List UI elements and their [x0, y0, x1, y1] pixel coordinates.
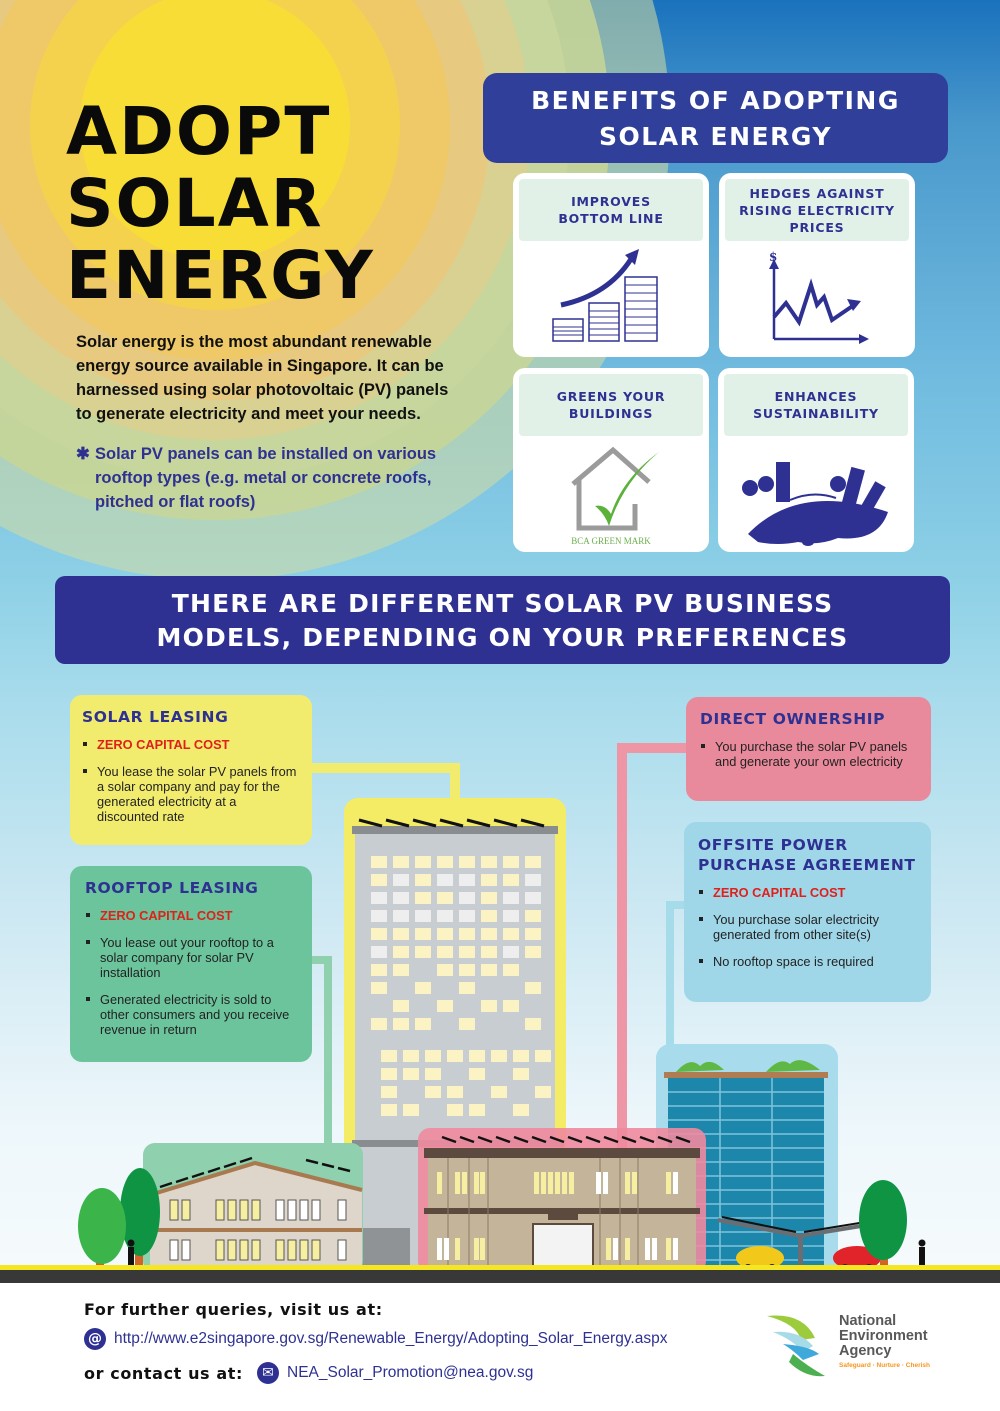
footer — [0, 1283, 1000, 1411]
agency-name: National Environment Agency — [839, 1314, 928, 1359]
agency-name-line: Environment — [839, 1328, 928, 1344]
list-item: You purchase the solar PV panels and gen… — [700, 739, 917, 769]
direct-ownership-points: You purchase the solar PV panels and gen… — [700, 739, 917, 769]
rooftop-leasing-title: ROOFTOP LEASING — [85, 879, 259, 897]
contact-label: or contact us at: — [84, 1363, 243, 1383]
offsite-ppa-title: OFFSITE POWER PURCHASE AGREEMENT — [698, 835, 917, 875]
benefit-card-sustainability: ENHANCES SUSTAINABILITY — [718, 368, 914, 552]
zero-capital-cost: ZERO CAPITAL COST — [82, 737, 300, 752]
models-heading-line: THERE ARE DIFFERENT SOLAR PV BUSINESS — [171, 589, 834, 618]
asterisk-icon: ✱ — [76, 445, 90, 463]
list-item: You lease the solar PV panels from a sol… — [82, 764, 300, 824]
email-row: or contact us at: ✉ NEA_Solar_Promotion@… — [84, 1362, 533, 1384]
list-item: You lease out your rooftop to a solar co… — [85, 935, 297, 980]
zero-capital-cost: ZERO CAPITAL COST — [85, 908, 297, 923]
benefit-label: GREENS YOUR BUILDINGS — [519, 374, 703, 436]
title-line: ENERGY — [66, 237, 375, 314]
solar-leasing-box: SOLAR LEASING ZERO CAPITAL COST You leas… — [70, 695, 312, 845]
zero-capital-cost: ZERO CAPITAL COST — [698, 885, 917, 900]
list-item: You purchase solar electricity generated… — [698, 912, 917, 942]
rooftop-leasing-points: ZERO CAPITAL COST You lease out your roo… — [85, 908, 297, 1037]
poster: ADOPT SOLAR ENERGY Solar energy is the m… — [0, 0, 1000, 1283]
nea-swirl-icon — [767, 1315, 825, 1377]
offsite-ppa-box: OFFSITE POWER PURCHASE AGREEMENT ZERO CA… — [684, 822, 931, 1002]
svg-text:BCA GREEN MARK: BCA GREEN MARK — [571, 536, 651, 546]
benefits-heading: BENEFITS OF ADOPTING SOLAR ENERGY — [483, 73, 948, 163]
direct-ownership-box: DIRECT OWNERSHIP You purchase the solar … — [686, 697, 931, 801]
benefit-label: HEDGES AGAINST RISING ELECTRICITY PRICES — [725, 179, 909, 241]
business-models-heading: THERE ARE DIFFERENT SOLAR PV BUSINESS MO… — [55, 576, 950, 664]
page-title: ADOPT SOLAR ENERGY — [66, 96, 375, 312]
list-item: No rooftop space is required — [698, 954, 917, 969]
benefit-card-bottom-line: IMPROVES BOTTOM LINE — [513, 173, 709, 357]
models-heading-line: MODELS, DEPENDING ON YOUR PREFERENCES — [156, 623, 849, 652]
list-item: Generated electricity is sold to other c… — [85, 992, 297, 1037]
offsite-ppa-title-line: OFFSITE POWER — [698, 836, 848, 854]
benefits-heading-line: BENEFITS OF ADOPTING — [531, 86, 900, 115]
green-city-globe-icon — [742, 462, 888, 546]
price-chart-icon: $ — [769, 250, 869, 344]
intro-paragraph: Solar energy is the most abundant renewa… — [76, 333, 449, 423]
rooftop-note: ✱ Solar PV panels can be installed on va… — [76, 442, 456, 514]
at-sign-icon: @ — [84, 1328, 106, 1350]
benefit-card-hedges-prices: HEDGES AGAINST RISING ELECTRICITY PRICES… — [719, 173, 915, 357]
queries-label: For further queries, visit us at: — [84, 1300, 383, 1319]
dollar-sign: $ — [769, 250, 777, 264]
benefit-card-greens-buildings: GREENS YOUR BUILDINGS BCA GREEN MARK — [513, 368, 709, 552]
offsite-ppa-title-line: PURCHASE AGREEMENT — [698, 856, 916, 874]
benefit-label: ENHANCES SUSTAINABILITY — [724, 374, 908, 436]
agency-name-line: Agency — [839, 1343, 892, 1359]
website-link[interactable]: http://www.e2singapore.gov.sg/Renewable_… — [114, 1330, 668, 1347]
solar-leasing-points: ZERO CAPITAL COST You lease the solar PV… — [82, 737, 300, 824]
agency-name-line: National — [839, 1313, 897, 1329]
benefit-label: IMPROVES BOTTOM LINE — [519, 179, 703, 241]
benefits-heading-line: SOLAR ENERGY — [599, 122, 832, 151]
bca-green-mark-logo: BCA GREEN MARK — [571, 446, 659, 546]
rooftop-leasing-box: ROOFTOP LEASING ZERO CAPITAL COST You le… — [70, 866, 312, 1062]
sun-icon — [80, 0, 350, 260]
title-line: SOLAR — [66, 165, 324, 242]
envelope-icon: ✉ — [257, 1362, 279, 1384]
direct-ownership-title: DIRECT OWNERSHIP — [700, 710, 886, 728]
rooftop-note-text: Solar PV panels can be installed on vari… — [95, 445, 437, 511]
agency-tagline: Safeguard · Nurture · Cherish — [839, 1362, 931, 1369]
title-line: ADOPT — [66, 93, 332, 170]
email-link[interactable]: NEA_Solar_Promotion@nea.gov.sg — [287, 1364, 534, 1381]
offsite-ppa-points: ZERO CAPITAL COST You purchase solar ele… — [698, 885, 917, 969]
nea-logo: National Environment Agency Safeguard · … — [763, 1310, 963, 1380]
buildings-illustration — [0, 743, 1000, 1283]
money-stacks-growth-icon — [552, 249, 658, 342]
solar-leasing-title: SOLAR LEASING — [82, 708, 229, 726]
website-row: @ http://www.e2singapore.gov.sg/Renewabl… — [84, 1328, 667, 1350]
